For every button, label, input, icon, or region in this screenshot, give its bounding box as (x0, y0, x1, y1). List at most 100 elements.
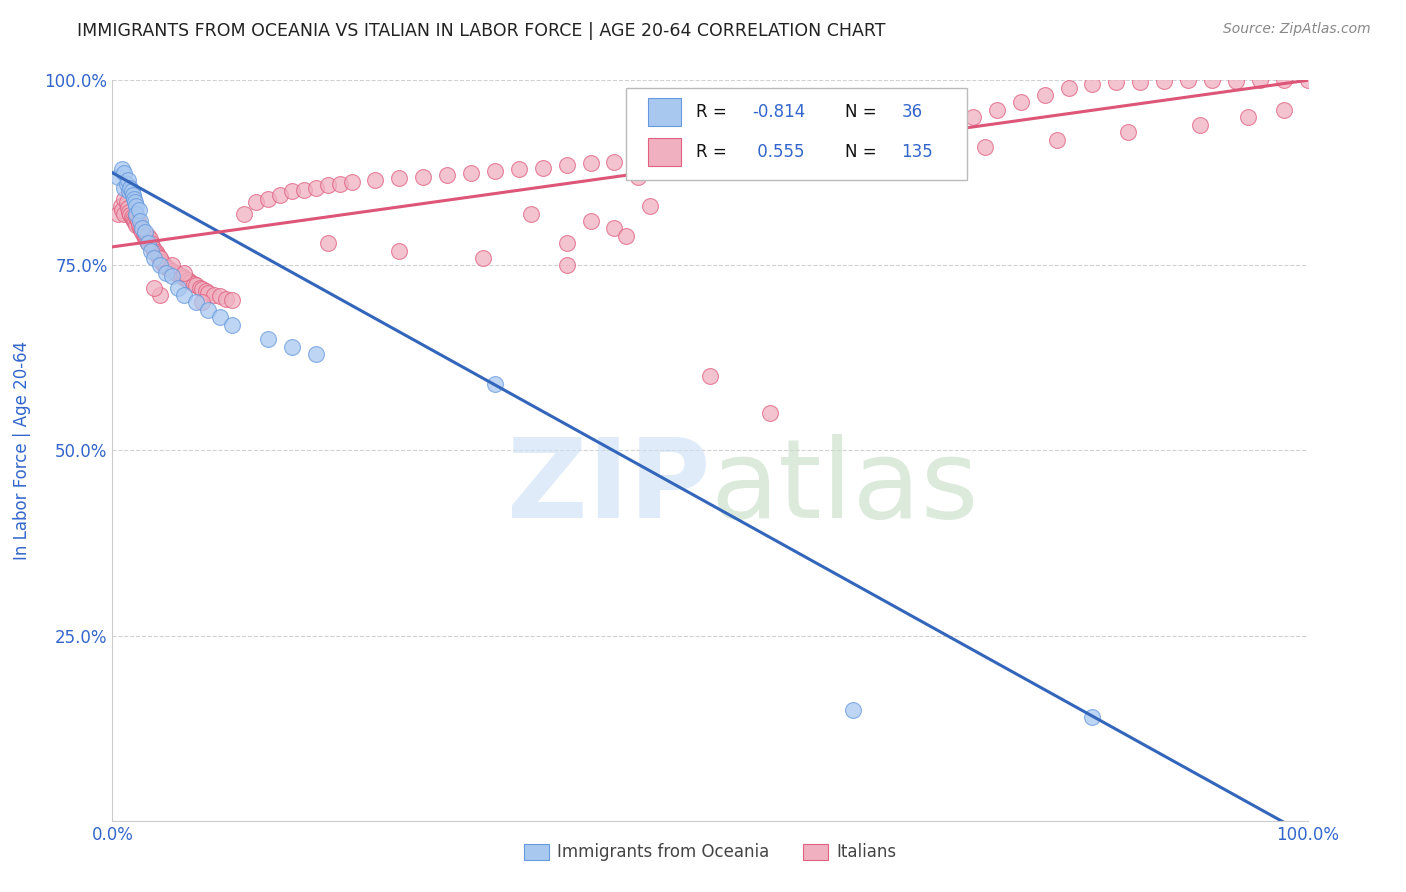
Point (134, 225, 156, 239)
Point (115, 195, 138, 210)
Point (555, 259, 578, 273)
Text: IMMIGRANTS FROM OCEANIA VS ITALIAN IN LABOR FORCE | AGE 20-64 CORRELATION CHART: IMMIGRANTS FROM OCEANIA VS ITALIAN IN LA… (77, 22, 886, 40)
Point (143, 251, 166, 265)
Point (118, 184, 141, 198)
Point (1272, 103, 1295, 117)
Point (149, 288, 172, 302)
Point (281, 184, 304, 198)
Point (114, 206, 135, 220)
Point (111, 162, 134, 177)
Point (759, 407, 782, 421)
Point (115, 177, 138, 191)
Point (388, 244, 411, 258)
Point (120, 208, 142, 222)
Point (114, 192, 135, 206)
Point (938, 118, 960, 132)
Point (974, 140, 997, 154)
Point (146, 249, 169, 263)
Point (167, 267, 190, 281)
Text: N =: N = (845, 143, 882, 161)
Point (173, 266, 195, 280)
Point (162, 263, 183, 277)
Point (842, 136, 865, 151)
Point (157, 262, 180, 277)
Point (292, 183, 315, 197)
Point (1189, 118, 1212, 132)
Point (616, 228, 638, 243)
Point (155, 266, 177, 280)
Point (165, 266, 187, 280)
Point (202, 288, 225, 302)
Point (134, 230, 156, 244)
Text: Source: ZipAtlas.com: Source: ZipAtlas.com (1223, 22, 1371, 37)
Point (472, 251, 495, 265)
Point (121, 212, 143, 227)
Point (177, 273, 200, 287)
Point (1177, 73, 1199, 87)
Point (818, 138, 841, 153)
Point (579, 214, 602, 228)
Point (125, 199, 148, 213)
Bar (648, 138, 682, 166)
Point (173, 271, 195, 285)
Point (699, 369, 721, 384)
Point (1010, 95, 1032, 110)
Point (245, 195, 267, 210)
Point (111, 202, 134, 217)
Text: ZIP: ZIP (506, 434, 710, 541)
Point (1237, 111, 1260, 125)
Point (1118, 125, 1140, 139)
Point (125, 218, 148, 232)
Point (121, 211, 143, 225)
Point (460, 166, 482, 180)
Point (1046, 132, 1069, 146)
Point (269, 188, 291, 202)
Point (603, 154, 626, 169)
Point (150, 254, 173, 268)
Point (436, 168, 458, 182)
Point (197, 302, 219, 317)
Point (125, 211, 148, 225)
Point (138, 236, 160, 251)
Point (364, 173, 387, 187)
Point (128, 218, 150, 232)
Point (257, 192, 280, 206)
Point (579, 156, 602, 170)
Point (170, 269, 193, 284)
Point (1272, 73, 1295, 87)
Point (1201, 73, 1223, 87)
Point (747, 144, 769, 158)
Point (305, 347, 328, 361)
Point (627, 169, 650, 184)
Point (129, 223, 152, 237)
Point (162, 259, 183, 273)
Point (142, 241, 165, 255)
Text: N =: N = (845, 103, 882, 121)
Point (191, 295, 214, 310)
Point (124, 215, 146, 229)
Point (675, 149, 697, 163)
Point (149, 252, 172, 267)
Point (651, 151, 673, 165)
Point (114, 166, 135, 180)
Point (120, 180, 142, 194)
Point (117, 201, 139, 215)
Point (121, 188, 143, 202)
Point (145, 245, 167, 260)
Point (986, 103, 1008, 117)
Point (127, 214, 149, 228)
Point (329, 177, 352, 191)
Point (145, 247, 167, 261)
Point (139, 244, 162, 258)
Point (555, 158, 578, 172)
Point (221, 293, 243, 308)
Point (139, 236, 162, 251)
Point (138, 228, 160, 243)
Point (215, 292, 238, 306)
Point (890, 147, 912, 161)
Point (186, 278, 208, 293)
Point (316, 236, 339, 251)
Point (484, 376, 506, 391)
Point (143, 244, 166, 258)
Point (1296, 73, 1319, 87)
